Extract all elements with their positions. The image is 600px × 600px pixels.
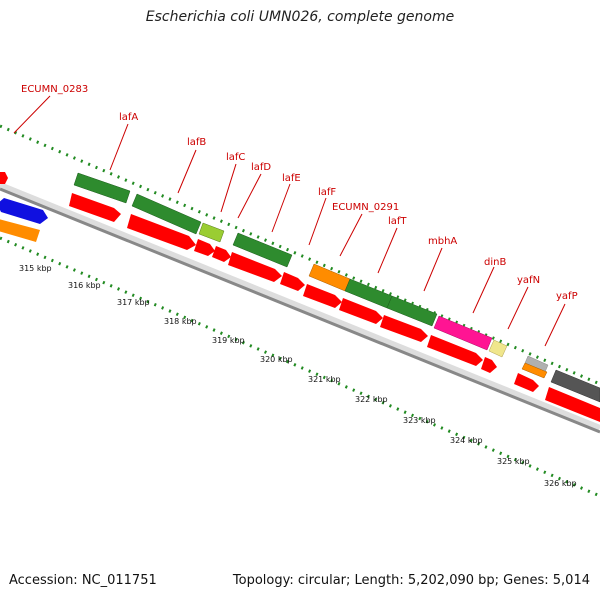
kbp-321: 321 kbp	[308, 375, 341, 384]
kbp-315: 315 kbp	[19, 264, 52, 273]
accession-text: Accession: NC_011751	[9, 573, 157, 588]
label-lafT: lafT	[388, 216, 407, 227]
label-yafP: yafP	[556, 291, 578, 302]
callout-lafA	[109, 123, 129, 171]
map-title: Escherichia coli UMN026, complete genome	[145, 9, 455, 25]
label-lafF: lafF	[318, 187, 336, 198]
kbp-326: 326 kbp	[544, 479, 577, 488]
gene-lafA-block	[73, 172, 131, 204]
cds-lafA-arrow	[69, 193, 121, 222]
callout-lafF	[308, 197, 327, 246]
kbp-317: 317 kbp	[117, 298, 150, 307]
label-yafN: yafN	[517, 275, 540, 286]
callout-lafB	[177, 149, 197, 194]
cds-lafF-arrow	[280, 272, 305, 291]
label-lafE: lafE	[282, 173, 301, 184]
gene-yafN-block-b	[521, 362, 548, 379]
kbp-320: 320 kbp	[260, 355, 293, 364]
cds-lafD-arrow	[212, 246, 231, 262]
kbp-319: 319 kbp	[212, 336, 245, 345]
orange-gene-block	[0, 219, 40, 242]
kbp-324: 324 kbp	[450, 436, 483, 445]
label-ecumn0283: ECUMN_0283	[21, 84, 88, 95]
cds-lafT-arrow	[339, 298, 383, 324]
callout-ecumn0291	[339, 213, 363, 257]
callout-lafE	[271, 183, 291, 233]
kbp-318: 318 kbp	[164, 317, 197, 326]
kbp-labels: 315 kbp 316 kbp 317 kbp 318 kbp 319 kbp …	[19, 264, 577, 488]
cds-mbhA2-arrow	[427, 335, 483, 366]
gene-dinB-block	[488, 339, 508, 358]
cds-mbhA-arrow	[380, 315, 428, 342]
cds-yafN-arrow	[514, 373, 539, 392]
cds-lafB-arrow	[127, 214, 196, 250]
forward-strand-genes	[0, 172, 600, 403]
label-lafA: lafA	[119, 112, 138, 123]
gene-lafF-block	[308, 263, 351, 292]
label-lafD: lafD	[251, 162, 271, 173]
callout-lafT	[377, 227, 398, 274]
cds-lafE-arrow	[228, 252, 282, 282]
genome-backbone	[0, 182, 600, 434]
callout-lafD	[237, 173, 262, 219]
gene-yafP-block	[550, 369, 600, 403]
kbp-325: 325 kbp	[497, 457, 530, 466]
callout-yafP	[544, 303, 566, 347]
cds-dinB-arrow	[481, 357, 497, 373]
blue-gene-arrow	[0, 198, 48, 224]
callout-lafC	[220, 163, 237, 213]
gene-ecumn0283-block	[0, 172, 8, 184]
gene-lafT-block	[386, 295, 438, 327]
callout-mbhA	[423, 247, 443, 292]
outer-tick-track	[0, 124, 600, 386]
cds-arrows	[0, 193, 600, 422]
gene-labels: ECUMN_0283 lafA lafB lafC lafD lafE lafF…	[21, 84, 578, 302]
label-lafC: lafC	[226, 152, 245, 163]
cds-lafC-arrow	[194, 239, 215, 256]
callout-ecumn0283	[13, 95, 51, 134]
gene-mbhA-block	[433, 315, 493, 351]
gene-lafC-block	[198, 222, 225, 243]
callout-dinB	[472, 266, 495, 314]
inner-tick-track	[0, 236, 600, 498]
label-mbhA: mbhA	[428, 236, 457, 247]
gene-lafD-block	[232, 232, 293, 268]
callout-yafN	[507, 286, 529, 330]
topology-text: Topology: circular; Length: 5,202,090 bp…	[232, 573, 590, 588]
gene-lafB-block	[131, 193, 202, 235]
kbp-322: 322 kbp	[355, 395, 388, 404]
label-dinB: dinB	[484, 257, 506, 268]
label-lafB: lafB	[187, 137, 206, 148]
kbp-323: 323 kbp	[403, 416, 436, 425]
callout-lines	[13, 95, 566, 347]
kbp-316: 316 kbp	[68, 281, 101, 290]
cds-yafP-arrow	[545, 387, 600, 422]
cds-ecumn0291-arrow	[303, 284, 342, 308]
label-ecumn0291: ECUMN_0291	[332, 202, 399, 213]
